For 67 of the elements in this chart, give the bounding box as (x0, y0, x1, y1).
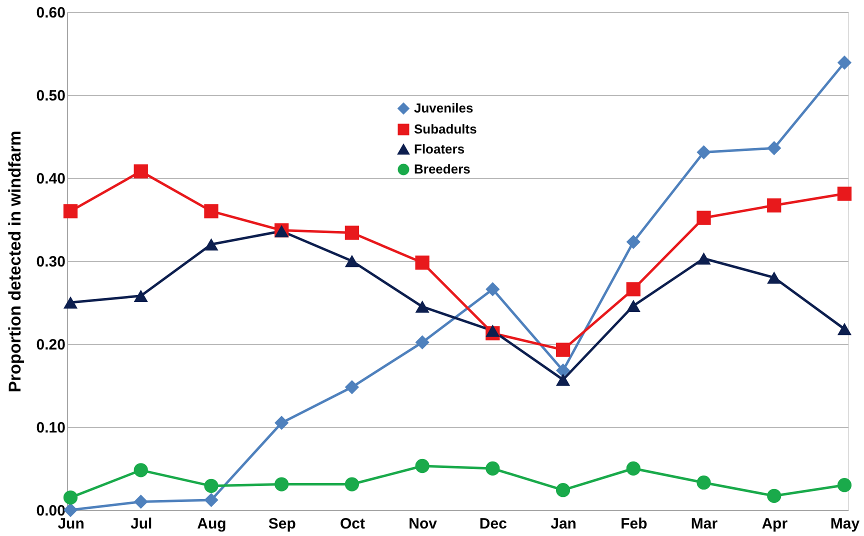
x-tick-label: Oct (340, 516, 365, 532)
point (204, 238, 218, 251)
legend-label: Floaters (414, 142, 465, 156)
point (696, 476, 711, 490)
point (696, 145, 711, 160)
point (204, 492, 218, 508)
x-tick-label: Feb (620, 516, 648, 532)
point (696, 252, 711, 265)
y-tick-label: 0.10 (36, 420, 66, 436)
point (626, 282, 640, 296)
point (63, 490, 78, 505)
legend-label: Juveniles (414, 100, 474, 116)
point (626, 234, 640, 249)
point (486, 282, 500, 296)
x-tick-label: Dec (479, 516, 507, 532)
point (767, 271, 782, 284)
y-axis-title: Proportion detected in windfarm (5, 130, 24, 392)
point (556, 374, 570, 386)
point (204, 204, 218, 218)
point (837, 56, 852, 70)
legend-label: Subadults (414, 122, 477, 136)
x-tick-label: Jul (130, 516, 152, 532)
point (204, 478, 218, 493)
point (415, 335, 430, 350)
point (556, 363, 570, 378)
point (274, 477, 289, 492)
point (344, 226, 360, 240)
x-tick-label: Jan (550, 516, 576, 532)
x-tick-label: Nov (408, 516, 438, 532)
y-tick-label: 0.60 (36, 4, 66, 22)
point (415, 256, 430, 270)
point (134, 290, 148, 302)
y-tick-label: 0.30 (36, 254, 66, 270)
point (767, 141, 782, 156)
point (415, 300, 430, 313)
x-tick-label: Mar (690, 516, 718, 532)
point (63, 296, 78, 309)
point (767, 488, 782, 503)
y-tick-label: 0.50 (36, 88, 66, 104)
x-tick-label: Aug (197, 516, 226, 532)
point (837, 478, 852, 492)
point (696, 210, 711, 225)
point (486, 461, 500, 476)
x-tick-label: Sep (268, 516, 296, 532)
point (486, 324, 500, 337)
point (556, 483, 570, 498)
x-tick-label: Apr (762, 516, 788, 532)
point (344, 380, 360, 394)
legend-label: Breeders (414, 162, 470, 176)
point (767, 198, 782, 212)
point (556, 342, 570, 357)
point (63, 204, 78, 218)
x-tick-label: May (830, 516, 860, 532)
point (837, 322, 852, 336)
point (134, 463, 148, 478)
point (626, 461, 640, 476)
point (274, 416, 289, 430)
point (63, 502, 78, 518)
point (626, 300, 640, 312)
y-tick-label: 0.40 (36, 170, 66, 188)
point (134, 494, 148, 509)
point (344, 477, 360, 492)
y-tick-label: 0.20 (36, 336, 66, 354)
point (134, 164, 148, 178)
point (344, 254, 360, 268)
point (415, 458, 430, 474)
point (837, 186, 852, 201)
